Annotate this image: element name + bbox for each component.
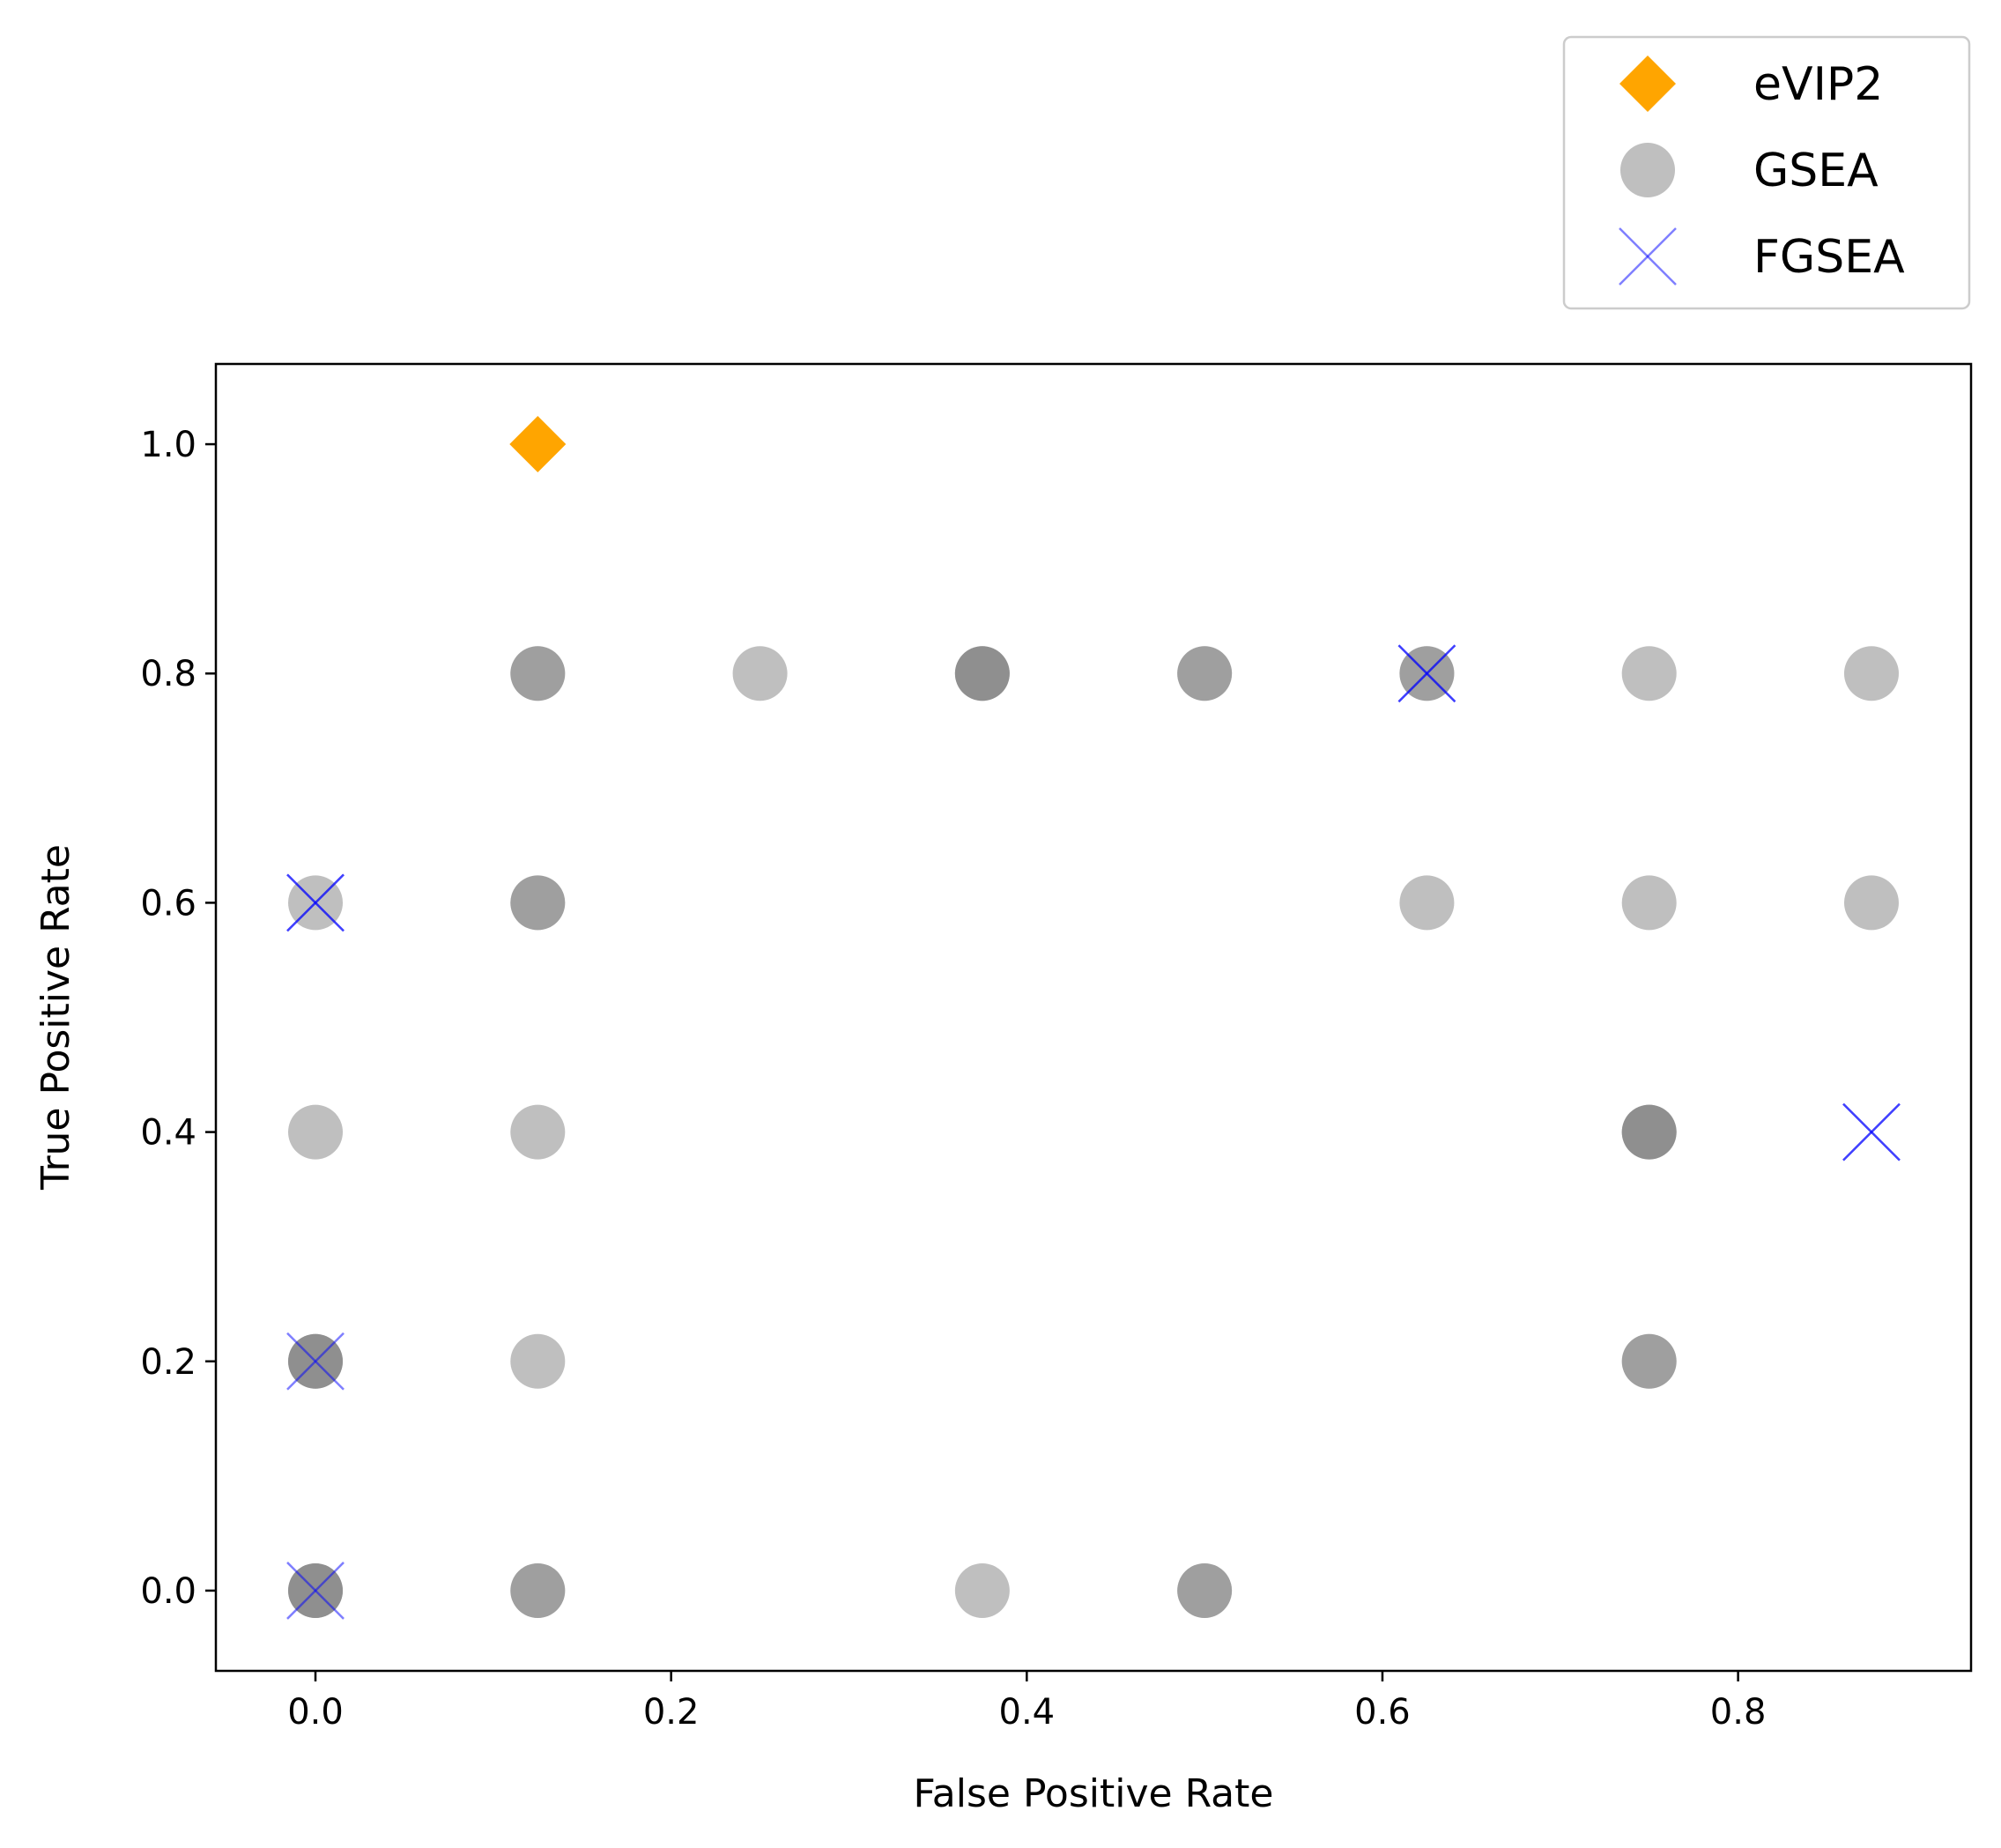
gsea-point-17 — [954, 1562, 1010, 1618]
gsea-point-24 — [1177, 646, 1233, 701]
gsea-point-33 — [1621, 875, 1677, 931]
legend-marker-evip2 — [1619, 56, 1676, 112]
gsea-point-9 — [510, 1562, 566, 1618]
gsea-point-25 — [1399, 875, 1455, 931]
legend-marker-fgsea-stroke-b — [1619, 227, 1677, 286]
plot-area-frame — [214, 362, 1973, 1673]
legend: eVIP2 GSEA FGSEA — [1562, 35, 1971, 310]
fgsea-point-5 — [1397, 644, 1456, 703]
fgsea-point-7 — [1842, 1102, 1901, 1161]
x-axis-label: False Positive Rate — [914, 1771, 1274, 1816]
legend-marker-fgsea — [1619, 227, 1677, 286]
y-tick-label: 0.0 — [140, 1571, 196, 1612]
legend-label-fgsea: FGSEA — [1753, 231, 1905, 284]
fgsea-point-7-stroke-b — [1842, 1102, 1901, 1161]
gsea-point-36 — [1843, 646, 1899, 701]
gsea-point-10 — [510, 1333, 566, 1389]
gsea-point-11 — [510, 1104, 566, 1160]
gsea-point-29 — [1621, 1333, 1677, 1389]
gsea-point-6 — [288, 1104, 344, 1160]
legend-box — [1562, 35, 1971, 310]
fgsea-point-1-stroke-b — [286, 1332, 345, 1391]
x-axis-ticks: 0.0 0.2 0.4 0.6 0.8 — [287, 1671, 1766, 1733]
legend-label-evip2: eVIP2 — [1753, 58, 1883, 111]
fgsea-point-3-stroke-b — [286, 873, 345, 932]
y-tick-label: 1.0 — [140, 425, 196, 465]
fgsea-point-1 — [286, 1332, 345, 1391]
y-tick-label: 0.2 — [140, 1342, 196, 1383]
gsea-point-13 — [510, 875, 566, 931]
fgsea-point-3 — [286, 873, 345, 932]
gsea-point-20 — [954, 646, 1010, 701]
gsea-point-15 — [510, 646, 566, 701]
fgsea-point-5-stroke-b — [1397, 644, 1456, 703]
y-tick-label: 0.6 — [140, 883, 196, 924]
x-tick-label: 0.6 — [1354, 1692, 1411, 1733]
x-tick-label: 0.0 — [287, 1692, 344, 1733]
gsea-point-22 — [1177, 1562, 1233, 1618]
marks-layer — [286, 416, 1901, 1620]
x-tick-label: 0.2 — [643, 1692, 700, 1733]
gsea-point-32 — [1621, 1104, 1677, 1160]
fgsea-point-0-stroke-b — [286, 1562, 345, 1620]
y-axis-ticks: 0.0 0.2 0.4 0.6 0.8 1.0 — [140, 425, 216, 1612]
legend-label-gsea: GSEA — [1753, 145, 1879, 197]
evip2-point-0 — [509, 416, 567, 473]
y-tick-label: 0.4 — [140, 1113, 196, 1154]
gsea-point-35 — [1843, 875, 1899, 931]
x-tick-label: 0.8 — [1710, 1692, 1767, 1733]
gsea-point-34 — [1621, 646, 1677, 701]
fgsea-point-0 — [286, 1562, 345, 1620]
y-axis-label: True Positive Rate — [33, 844, 78, 1191]
gsea-point-16 — [732, 646, 788, 701]
y-tick-label: 0.8 — [140, 654, 196, 694]
x-tick-label: 0.4 — [999, 1692, 1056, 1733]
legend-marker-gsea — [1620, 143, 1675, 197]
